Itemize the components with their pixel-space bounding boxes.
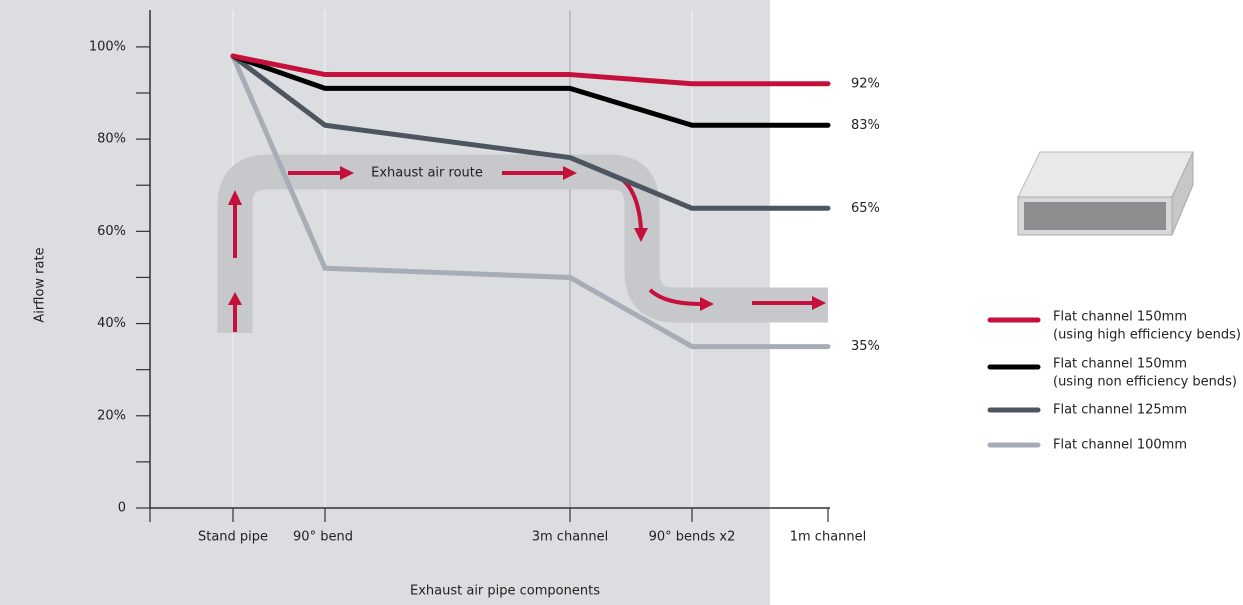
y-tick-label: 0: [118, 501, 126, 516]
value-label: 83%: [851, 118, 880, 133]
y-tick-label: 80%: [97, 132, 126, 147]
legend-note: (using high efficiency bends): [1053, 328, 1241, 343]
x-tick-label: 3m channel: [532, 530, 609, 545]
x-axis-title: Exhaust air pipe components: [410, 584, 600, 599]
route-arrowheads: [228, 166, 826, 311]
legend-label: Flat channel 150mm: [1053, 310, 1187, 325]
legend-note: (using non efficiency bends): [1053, 375, 1237, 390]
y-tick-label: 100%: [89, 39, 126, 54]
y-tick-label: 40%: [97, 316, 126, 331]
guides: [232, 10, 693, 508]
route-arrows: [233, 171, 812, 332]
legend-label: Flat channel 150mm: [1053, 357, 1187, 372]
route-band: [217, 154, 828, 333]
annotation: Exhaust air route: [371, 166, 483, 181]
series-line: [230, 53, 831, 211]
series-line: [230, 53, 831, 350]
x-tick-label: 1m channel: [790, 530, 867, 545]
series-line: [230, 53, 831, 128]
value-label: 92%: [851, 76, 880, 91]
y-tick-label: 60%: [97, 224, 126, 239]
legend-label: Flat channel 100mm: [1053, 438, 1187, 453]
series-line: [230, 53, 831, 87]
value-label: 65%: [851, 201, 880, 216]
legend-label: Flat channel 125mm: [1053, 403, 1187, 418]
x-tick-label: 90° bend: [293, 530, 353, 545]
product-image: [1017, 151, 1194, 236]
y-axis-title: Airflow rate: [33, 247, 48, 322]
value-label: 35%: [851, 339, 880, 354]
air-route: Exhaust air route: [217, 154, 828, 333]
x-tick-label: Stand pipe: [198, 530, 268, 545]
x-tick-label: 90° bends x2: [649, 530, 736, 545]
y-tick-label: 20%: [97, 408, 126, 423]
legend: Flat channel 150mm (using high efficiency…: [987, 310, 1241, 453]
